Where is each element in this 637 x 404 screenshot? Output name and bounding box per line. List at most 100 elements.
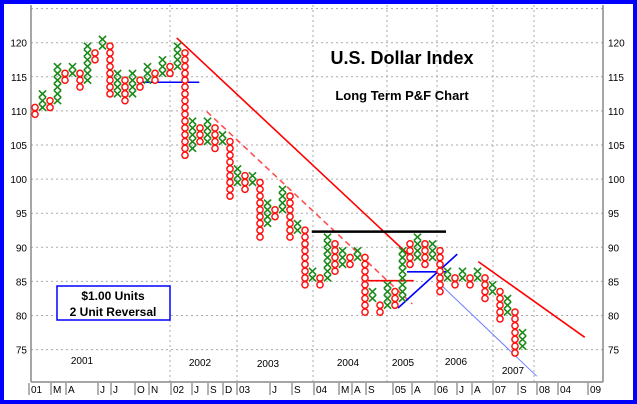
o-box [106, 83, 114, 91]
o-box [421, 246, 429, 255]
x-box [323, 246, 332, 255]
x-box [173, 62, 182, 71]
month-label: J [272, 385, 277, 396]
x-box [383, 280, 392, 289]
x-stroke [83, 55, 92, 64]
x-box [263, 212, 272, 221]
x-stroke [338, 260, 347, 269]
x-box [368, 294, 377, 303]
x-stroke [188, 117, 197, 126]
o-box [496, 287, 504, 296]
o-box [301, 233, 309, 241]
y-tick-label-left: 110 [11, 107, 27, 118]
x-box [503, 308, 512, 317]
o-box [196, 130, 204, 139]
x-stroke [323, 260, 332, 269]
month-label: A [474, 385, 481, 396]
o-box [286, 233, 294, 241]
x-box [323, 233, 332, 242]
x-box [443, 274, 452, 282]
o-box [196, 124, 204, 132]
x-stroke [428, 239, 437, 248]
y-tick-label-left: 75 [16, 346, 28, 357]
o-box [241, 171, 249, 180]
o-box [301, 246, 309, 255]
x-stroke [383, 301, 392, 310]
y-tick-label-right: 115 [608, 73, 624, 84]
o-box [391, 301, 399, 310]
o-box [181, 151, 189, 160]
o-box [301, 260, 309, 269]
month-label: D [225, 385, 232, 396]
o-box [181, 117, 189, 125]
x-box [113, 76, 122, 85]
y-tick-label-left: 115 [11, 73, 27, 84]
x-box [53, 83, 62, 92]
o-box [241, 178, 249, 187]
x-box [488, 280, 497, 289]
x-box [398, 246, 407, 255]
o-box [286, 212, 294, 221]
x-stroke [323, 246, 332, 255]
trendline-major-downtrend [176, 37, 413, 259]
x-stroke [398, 287, 407, 296]
x-box [83, 48, 92, 57]
x-stroke [323, 233, 332, 242]
o-box [91, 49, 99, 57]
x-stroke [113, 76, 122, 85]
y-tick-label-left: 120 [10, 39, 27, 50]
x-stroke [53, 83, 62, 92]
x-stroke [83, 42, 92, 51]
x-stroke [158, 55, 167, 64]
o-box [181, 110, 189, 119]
x-stroke [278, 198, 287, 207]
x-box [113, 89, 122, 98]
o-box [331, 253, 339, 262]
o-box [301, 267, 309, 276]
o-box [346, 253, 354, 262]
x-stroke [263, 219, 272, 228]
month-label: J [459, 385, 464, 396]
x-stroke [68, 62, 77, 71]
o-box [61, 76, 69, 85]
x-box [383, 301, 392, 310]
o-box [286, 199, 294, 207]
o-box [361, 253, 369, 262]
x-stroke [458, 267, 467, 276]
o-box [136, 76, 144, 85]
o-box [511, 335, 519, 344]
x-stroke [128, 76, 137, 85]
x-stroke [263, 198, 272, 207]
x-stroke [188, 137, 197, 146]
x-box [518, 342, 527, 351]
o-box [181, 76, 189, 85]
x-stroke [188, 144, 197, 153]
x-box [83, 69, 92, 78]
x-stroke [518, 342, 527, 351]
o-box [256, 226, 264, 235]
x-stroke [488, 280, 497, 289]
x-stroke [428, 253, 437, 262]
o-box [226, 137, 234, 146]
x-box [383, 287, 392, 296]
o-box [271, 205, 279, 214]
trendline-inner-downtrend [206, 110, 413, 305]
o-box [46, 103, 54, 112]
x-box [128, 89, 137, 98]
o-box [451, 274, 459, 282]
o-box [151, 69, 159, 78]
x-box [128, 83, 137, 92]
o-box [91, 55, 99, 64]
o-box [421, 240, 429, 248]
x-box [38, 96, 47, 105]
o-box [226, 151, 234, 160]
x-stroke [323, 274, 332, 282]
x-box [158, 62, 167, 71]
o-box [106, 69, 114, 78]
o-box [286, 192, 294, 200]
x-stroke [263, 205, 272, 214]
o-box [481, 274, 489, 282]
o-box [421, 253, 429, 262]
